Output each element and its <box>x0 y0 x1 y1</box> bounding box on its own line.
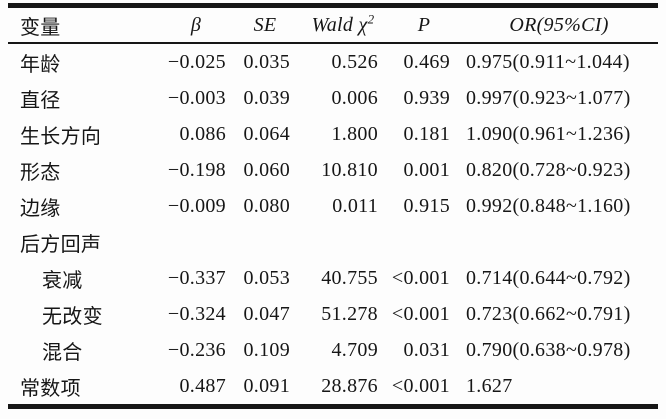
cell-beta: −0.236 <box>167 338 226 361</box>
table-row: 形态 −0.198 0.060 10.810 0.001 0.820(0.728… <box>8 152 658 188</box>
cell-variable: 混合 <box>42 341 83 364</box>
cell-variable: 年龄 <box>20 53 61 76</box>
cell-or-ci: 0.975(0.911~1.044) <box>466 50 630 73</box>
cell-variable: 后方回声 <box>20 233 102 256</box>
cell-p-value: 0.001 <box>403 158 450 181</box>
cell-variable: 边缘 <box>20 197 61 220</box>
cell-or-ci: 0.997(0.923~1.077) <box>466 86 631 109</box>
cell-p-value: 0.915 <box>403 194 450 217</box>
cell-beta: −0.337 <box>167 266 226 289</box>
table-row: 后方回声 <box>8 224 658 260</box>
cell-se: 0.064 <box>243 122 290 145</box>
table-row: 生长方向 0.086 0.064 1.800 0.181 1.090(0.961… <box>8 116 658 152</box>
col-header-wald-chi-square: Wald χ2 <box>298 6 388 44</box>
cell-variable: 常数项 <box>20 377 81 400</box>
cell-se: 0.091 <box>243 374 290 397</box>
col-header-beta: β <box>190 13 202 36</box>
cell-p-value: 0.939 <box>403 86 450 109</box>
cell-or-ci: 0.714(0.644~0.792) <box>466 266 631 289</box>
table-body: 年龄 −0.025 0.035 0.526 0.469 0.975(0.911~… <box>8 43 658 407</box>
cell-or-ci: 0.820(0.728~0.923) <box>466 158 631 181</box>
cell-beta: −0.025 <box>167 50 226 73</box>
cell-wald-chi-square: 40.755 <box>321 266 378 289</box>
cell-beta: −0.324 <box>167 302 226 325</box>
table-row: 混合 −0.236 0.109 4.709 0.031 0.790(0.638~… <box>8 332 658 368</box>
cell-wald-chi-square: 51.278 <box>321 302 378 325</box>
cell-wald-chi-square: 10.810 <box>321 158 378 181</box>
cell-se: 0.060 <box>243 158 290 181</box>
cell-or-ci: 0.790(0.638~0.978) <box>466 338 631 361</box>
cell-wald-chi-square: 0.526 <box>331 50 378 73</box>
cell-se <box>232 224 298 260</box>
cell-or-ci: 1.090(0.961~1.236) <box>466 122 631 145</box>
cell-se: 0.035 <box>243 50 290 73</box>
cell-beta: 0.086 <box>179 122 226 145</box>
cell-se: 0.039 <box>243 86 290 109</box>
cell-variable: 生长方向 <box>20 125 102 148</box>
col-header-se: SE <box>253 13 277 36</box>
cell-variable: 直径 <box>20 89 61 112</box>
logistic-regression-table: 变量 β SE Wald χ2 P OR(95%CI) 年龄 −0.025 0.… <box>8 3 658 409</box>
cell-wald-chi-square: 28.876 <box>321 374 378 397</box>
cell-wald-chi-square: 0.011 <box>332 194 378 217</box>
paper-page: 变量 β SE Wald χ2 P OR(95%CI) 年龄 −0.025 0.… <box>8 3 658 409</box>
cell-wald-chi-square: 4.709 <box>331 338 378 361</box>
cell-beta: 0.487 <box>179 374 226 397</box>
cell-p-value: 0.469 <box>403 50 450 73</box>
cell-se: 0.053 <box>243 266 290 289</box>
cell-or-ci: 1.627 <box>466 374 513 397</box>
cell-beta: −0.009 <box>167 194 226 217</box>
cell-p-value: <0.001 <box>391 302 450 325</box>
table-row: 年龄 −0.025 0.035 0.526 0.469 0.975(0.911~… <box>8 43 658 80</box>
cell-beta: −0.003 <box>167 86 226 109</box>
cell-or-ci: 0.723(0.662~0.791) <box>466 302 631 325</box>
cell-variable: 形态 <box>20 161 61 184</box>
cell-beta: −0.198 <box>167 158 226 181</box>
table-row: 直径 −0.003 0.039 0.006 0.939 0.997(0.923~… <box>8 80 658 116</box>
cell-or-ci: 0.992(0.848~1.160) <box>466 194 631 217</box>
cell-p-value: 0.181 <box>403 122 450 145</box>
cell-p-value <box>388 224 460 260</box>
table-row: 边缘 −0.009 0.080 0.011 0.915 0.992(0.848~… <box>8 188 658 224</box>
col-header-or-ci: OR(95%CI) <box>509 13 609 36</box>
cell-wald-chi-square: 0.006 <box>331 86 378 109</box>
cell-p-value: <0.001 <box>391 266 450 289</box>
wald-symbol: Wald χ <box>311 13 368 36</box>
cell-se: 0.109 <box>243 338 290 361</box>
cell-p-value: <0.001 <box>391 374 450 397</box>
cell-wald-chi-square <box>298 224 388 260</box>
header-row: 变量 β SE Wald χ2 P OR(95%CI) <box>8 6 658 44</box>
table-row: 衰减 −0.337 0.053 40.755 <0.001 0.714(0.64… <box>8 260 658 296</box>
cell-p-value: 0.031 <box>403 338 450 361</box>
cell-se: 0.080 <box>243 194 290 217</box>
table-row: 常数项 0.487 0.091 28.876 <0.001 1.627 <box>8 368 658 407</box>
table-header: 变量 β SE Wald χ2 P OR(95%CI) <box>8 6 658 44</box>
table-row: 无改变 −0.324 0.047 51.278 <0.001 0.723(0.6… <box>8 296 658 332</box>
cell-wald-chi-square: 1.800 <box>331 122 378 145</box>
col-header-p-value: P <box>417 13 431 36</box>
cell-variable: 无改变 <box>42 305 103 328</box>
col-header-variable: 变量 <box>20 16 61 39</box>
wald-superscript: 2 <box>367 10 375 26</box>
cell-beta <box>160 224 232 260</box>
cell-se: 0.047 <box>243 302 290 325</box>
cell-or-ci <box>460 224 658 260</box>
cell-variable: 衰减 <box>42 269 83 292</box>
